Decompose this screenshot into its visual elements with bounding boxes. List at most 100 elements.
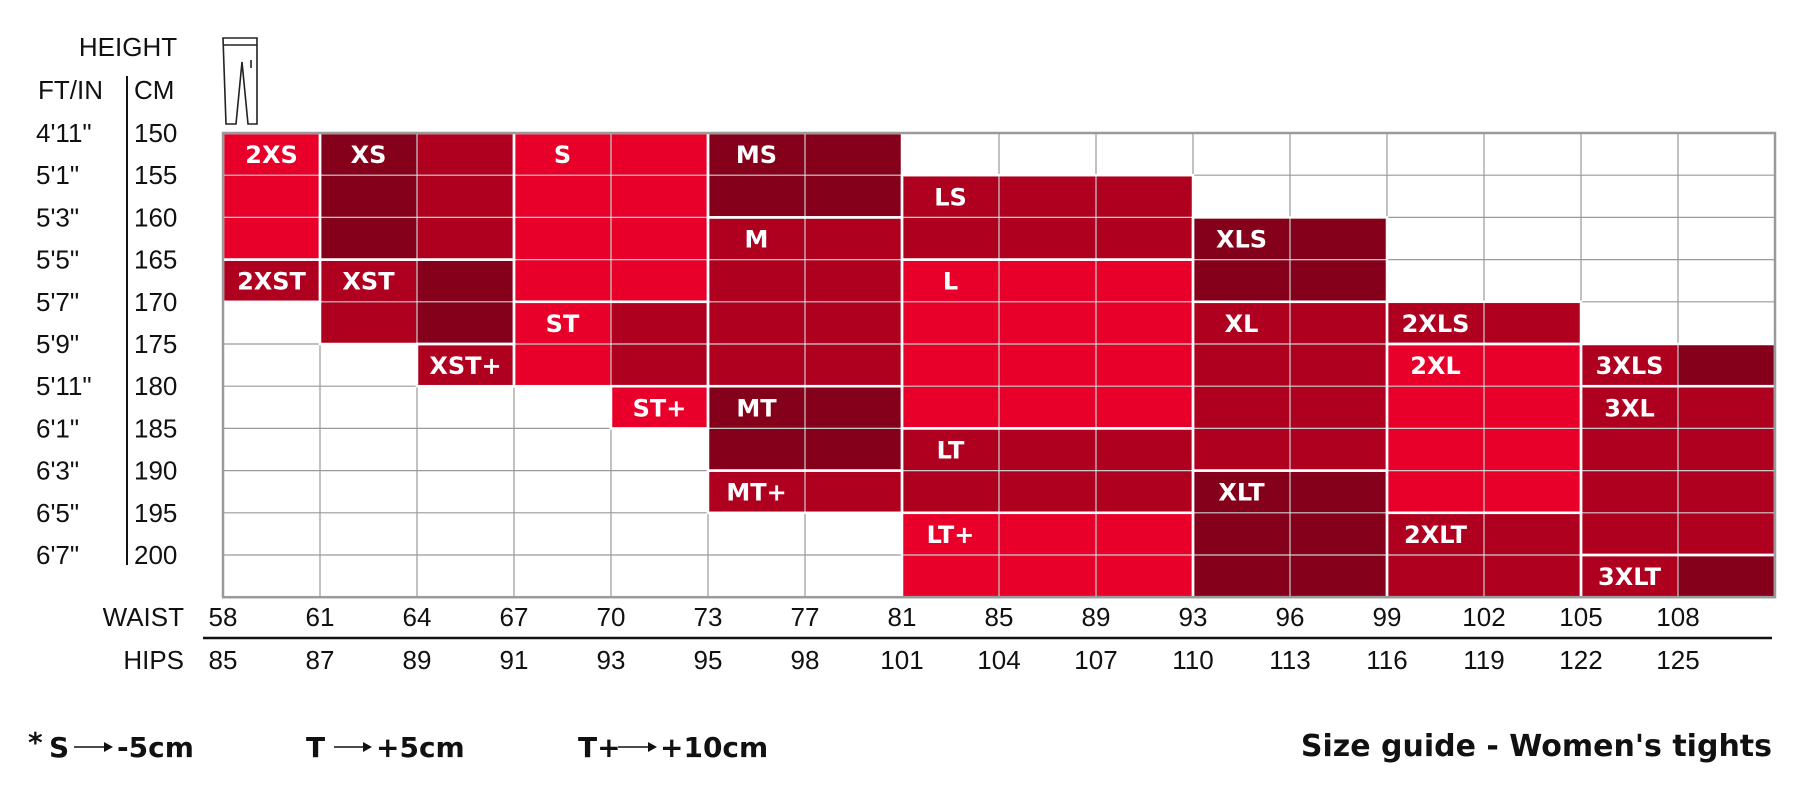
- waist-value: 77: [791, 602, 820, 632]
- size-label: 3XL: [1604, 394, 1655, 422]
- hips-value: 85: [209, 645, 238, 675]
- size-label: MS: [736, 141, 777, 169]
- hips-value: 119: [1463, 645, 1504, 675]
- waist-values: 58 61 64 67 70 73 77 81 85 89 93 96 99 102 105 108: [209, 602, 1700, 632]
- hips-value: 116: [1366, 645, 1407, 675]
- height-ft-in-label: 5'11": [36, 371, 92, 401]
- height-cm-label: 150: [134, 118, 177, 148]
- size-cell-2xs-0: [223, 133, 320, 260]
- hips-value: 113: [1269, 645, 1310, 675]
- size-labels: 2XS 2XST XS XST XST+ S ST ST+ MS M MT MT+ LS L LT LT+ XL…: [237, 141, 1663, 591]
- size-label: 2XS: [245, 141, 298, 169]
- hips-value: 89: [403, 645, 432, 675]
- size-cell-xlt-1: [1290, 470, 1387, 598]
- hips-value: 87: [306, 645, 335, 675]
- height-ft-in-label: 6'3": [36, 456, 79, 486]
- arrow-right-icon: [74, 742, 113, 752]
- arrow-right-icon: [334, 742, 372, 752]
- height-cm-labels: 150 155 160 165 170 175 180 185 190 195 200: [134, 118, 177, 570]
- legend-value-s: -5cm: [117, 731, 194, 764]
- size-label: XS: [351, 141, 387, 169]
- hips-value: 91: [500, 645, 529, 675]
- height-ft-in-label: 4'11": [36, 118, 92, 148]
- size-boundaries: [221, 131, 1777, 599]
- hips-values: 85 87 89 91 93 95 98 101 104 107 110 113 116 119 122 12…: [209, 645, 1700, 675]
- hips-value: 125: [1656, 645, 1699, 675]
- size-cell-3xls-0: [1581, 344, 1678, 387]
- size-cell-3xlt-0: [1581, 555, 1678, 598]
- size-cell-3xls-1: [1678, 344, 1775, 387]
- legend-key-t: T: [306, 731, 325, 764]
- size-cell-mt-plus-0: [708, 470, 805, 513]
- height-cm-label: 195: [134, 498, 177, 528]
- hips-value: 95: [694, 645, 723, 675]
- hips-value: 93: [597, 645, 626, 675]
- waist-value: 85: [985, 602, 1014, 632]
- height-cm-label: 185: [134, 413, 177, 443]
- size-label: ST+: [633, 394, 687, 422]
- legend-key-s: S: [49, 731, 69, 764]
- hips-value: 101: [880, 645, 923, 675]
- height-ft-in-label: 5'7": [36, 287, 79, 317]
- size-label: LS: [934, 183, 967, 211]
- height-cm-label: 165: [134, 245, 177, 275]
- size-cell-mt-plus-1: [805, 470, 902, 513]
- waist-value: 58: [209, 602, 238, 632]
- size-label: 2XLT: [1404, 521, 1468, 549]
- waist-value: 96: [1276, 602, 1305, 632]
- legend-asterisk: *: [28, 726, 43, 759]
- height-ft-in-label: 5'3": [36, 202, 79, 232]
- height-cm-label: 180: [134, 371, 177, 401]
- height-ft-in-label: 6'1": [36, 413, 79, 443]
- height-ft-in-label: 5'1": [36, 160, 79, 190]
- waist-value: 67: [500, 602, 529, 632]
- size-label: XLT: [1218, 479, 1265, 507]
- height-cm-label: 200: [134, 540, 177, 570]
- size-cell-2xst-0: [223, 259, 320, 302]
- size-label: 2XLS: [1402, 310, 1470, 338]
- size-label: ST: [546, 310, 580, 338]
- waist-value: 105: [1559, 602, 1602, 632]
- waist-value: 73: [694, 602, 723, 632]
- size-cell-2xls-1: [1484, 301, 1581, 344]
- size-label: 2XL: [1410, 352, 1461, 380]
- legend-value-t-plus: +10cm: [660, 731, 768, 764]
- height-ft-in-label: 5'5": [36, 245, 79, 275]
- height-cm-label: 160: [134, 202, 177, 232]
- height-header: HEIGHT: [79, 32, 177, 62]
- waist-value: 108: [1656, 602, 1699, 632]
- grid-lines: [222, 132, 1776, 598]
- height-ft-in-label: 6'5": [36, 498, 79, 528]
- size-cell-xs-0: [320, 133, 417, 260]
- chart-title: Size guide - Women's tights: [1301, 729, 1772, 764]
- size-label: M: [745, 226, 769, 254]
- height-cm-label: 170: [134, 287, 177, 317]
- size-label: XL: [1225, 310, 1259, 338]
- waist-label: WAIST: [103, 602, 184, 632]
- hips-value: 110: [1172, 645, 1213, 675]
- height-cm-label: 175: [134, 329, 177, 359]
- ft-in-header: FT/IN: [38, 75, 103, 105]
- waist-value: 102: [1462, 602, 1505, 632]
- tights-icon: [222, 37, 258, 125]
- size-label: 2XST: [237, 268, 306, 296]
- arrow-right-icon: [618, 742, 657, 752]
- size-label: S: [554, 141, 571, 169]
- hips-value: 104: [977, 645, 1020, 675]
- size-label: MT+: [726, 479, 786, 507]
- waist-value: 89: [1082, 602, 1111, 632]
- waist-value: 70: [597, 602, 626, 632]
- hips-value: 107: [1074, 645, 1117, 675]
- size-cell-xlt-0: [1193, 470, 1290, 598]
- legend-key-t-plus: T+: [578, 731, 621, 764]
- size-label: LT: [937, 437, 965, 465]
- cm-header: CM: [134, 75, 174, 105]
- waist-value: 64: [403, 602, 432, 632]
- size-cell-st-plus-0: [611, 386, 708, 429]
- chart-frame: [221, 131, 1777, 599]
- height-cm-label: 155: [134, 160, 177, 190]
- size-cell-xst-plus-0: [417, 344, 514, 387]
- waist-value: 93: [1179, 602, 1208, 632]
- waist-value: 61: [306, 602, 335, 632]
